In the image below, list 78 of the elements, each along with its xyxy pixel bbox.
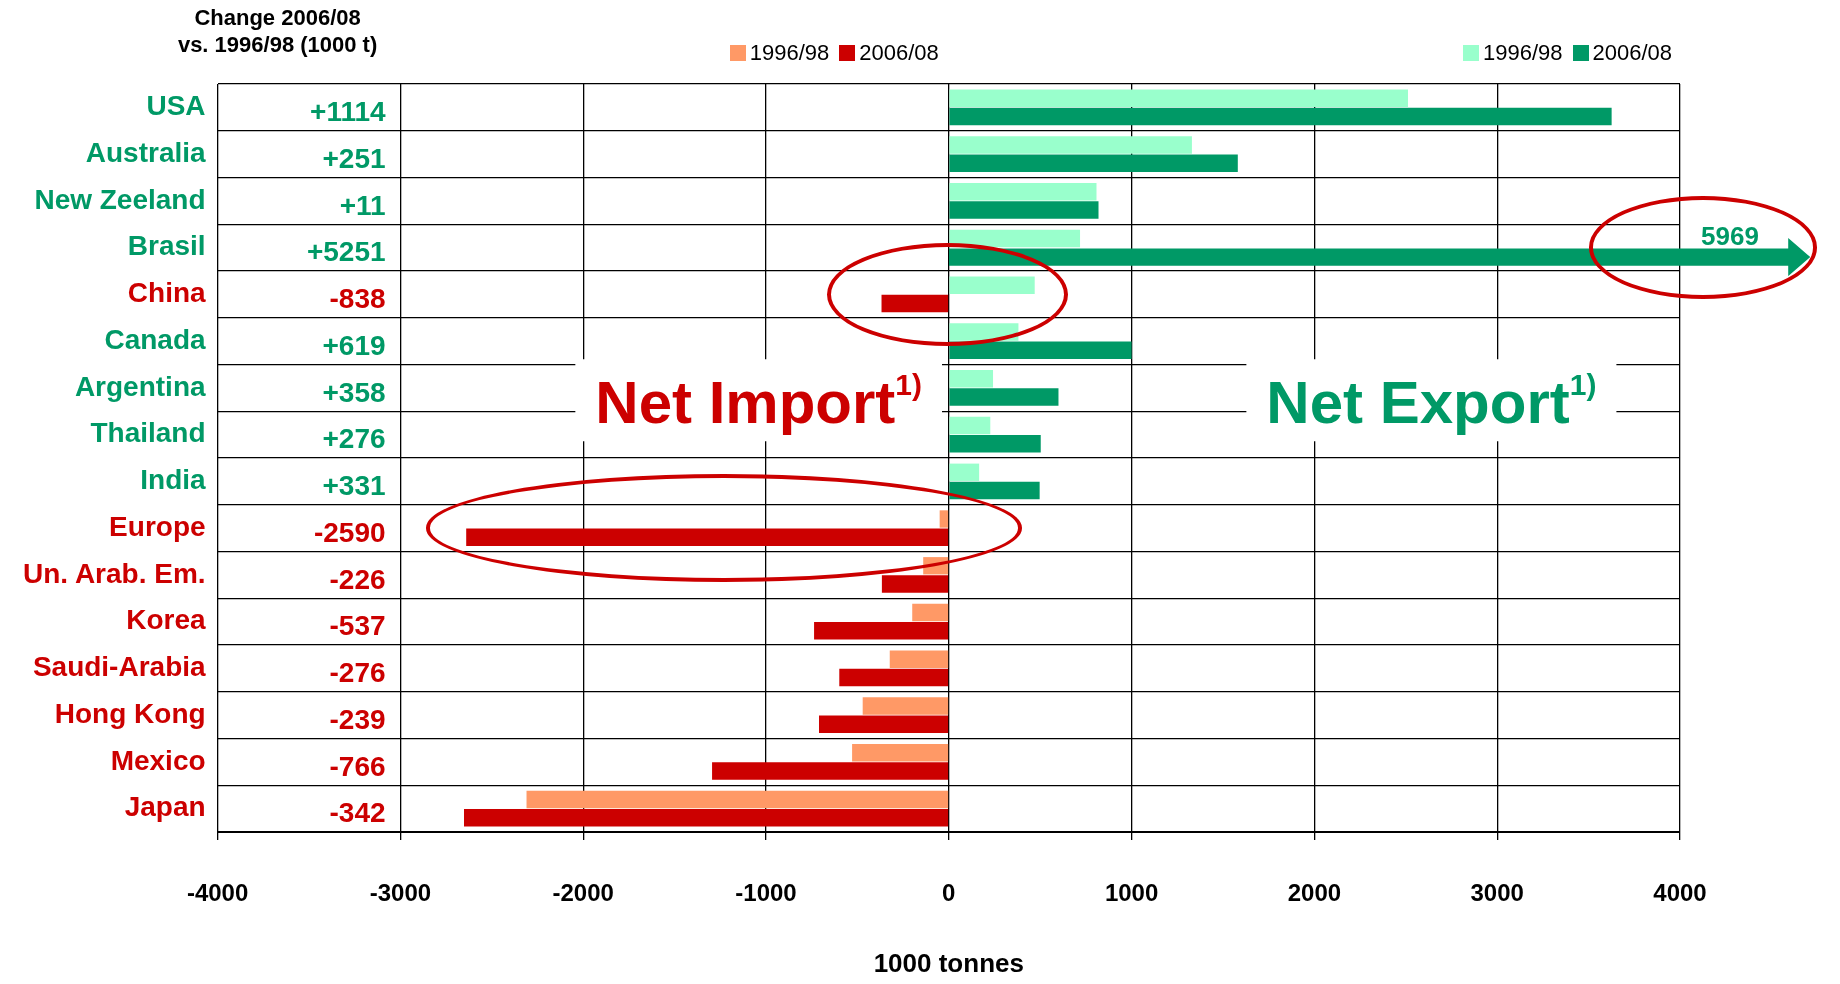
x-tick-label: -3000 [369,879,432,907]
bar [912,603,949,622]
bar [949,370,994,388]
x-tick-label: 4000 [1653,879,1707,907]
annotation: +251 [322,142,386,174]
text: 1996/98 [1483,40,1563,65]
y-tick-label: USA [146,90,206,122]
x-tick-label: 1000 [1104,879,1159,907]
annotation: +331 [322,470,386,502]
annotation: -2590 [313,516,386,548]
bar [949,229,1081,248]
bar [949,435,1041,453]
x-axis-title: 1000 tonnes [873,947,1024,978]
x-tick-label: 2000 [1287,879,1342,907]
bar [949,323,1019,341]
annotation: -226 [329,563,386,595]
x-tick-label: -2000 [552,879,614,907]
y-tick-label: Canada [104,323,206,355]
y-tick-label: New Zeeland [34,183,206,215]
y-tick-label: China [127,277,207,309]
y-tick-label: Mexico [110,744,206,776]
y-tick-label: India [140,464,207,496]
bar [939,510,949,528]
y-tick-label: Argentina [74,370,206,402]
text: 5969 [1701,220,1759,251]
y-tick-label: Europe [109,510,206,542]
legend-label: 1996/98 [748,40,830,66]
x-tick-label: 3000 [1470,879,1524,907]
bar [949,107,1612,126]
bar [881,294,949,313]
annotation: -276 [329,657,386,689]
annotation: -838 [329,283,386,315]
bar [949,481,1040,500]
y-tick-label: Un. Arab. Em. [23,557,206,589]
annotation: -239 [329,703,386,735]
legend-label: 2006/08 [858,40,939,66]
y-tick-label: Hong Kong [54,697,206,729]
bar [949,136,1192,154]
bar [814,622,949,640]
y-tick-label: Brasil [127,230,206,262]
bar [949,388,1059,406]
bar [712,762,949,780]
x-tick-label: 0 [942,879,956,907]
annotation: +276 [322,423,386,455]
annotation: +619 [322,329,386,361]
x-tick-label: -4000 [186,879,249,907]
annotation: -766 [329,750,386,782]
annotation: +358 [322,376,386,408]
y-tick-label: Australia [85,136,207,168]
y-tick-label: Saudi-Arabia [32,651,207,683]
bar [819,715,949,733]
bar [466,528,949,546]
annotation: +1114 [310,96,386,128]
bar [889,650,949,668]
bar [949,463,980,481]
annotation: -537 [329,610,386,642]
annotation: +5251 [306,236,386,268]
y-tick-label: Thailand [90,417,206,449]
text: Change 2006/08 vs. 1996/98 (1000 t) [177,5,378,58]
bar [526,790,949,809]
annotation: -342 [329,797,386,829]
bar [839,668,949,687]
bar [881,575,949,593]
bar [949,201,1099,219]
bar [949,341,1132,359]
bar [852,744,949,762]
bar [862,697,949,715]
bar [949,183,1097,201]
bar [949,154,1238,172]
bar [949,416,991,435]
bar [949,89,1408,107]
bar [464,809,949,827]
y-tick-label: Japan [124,791,206,823]
annotation: +11 [339,189,386,221]
bar [949,276,1035,294]
text: 2006/08 [1592,40,1673,65]
x-tick-label: -1000 [735,879,797,907]
y-tick-label: Korea [126,604,206,636]
